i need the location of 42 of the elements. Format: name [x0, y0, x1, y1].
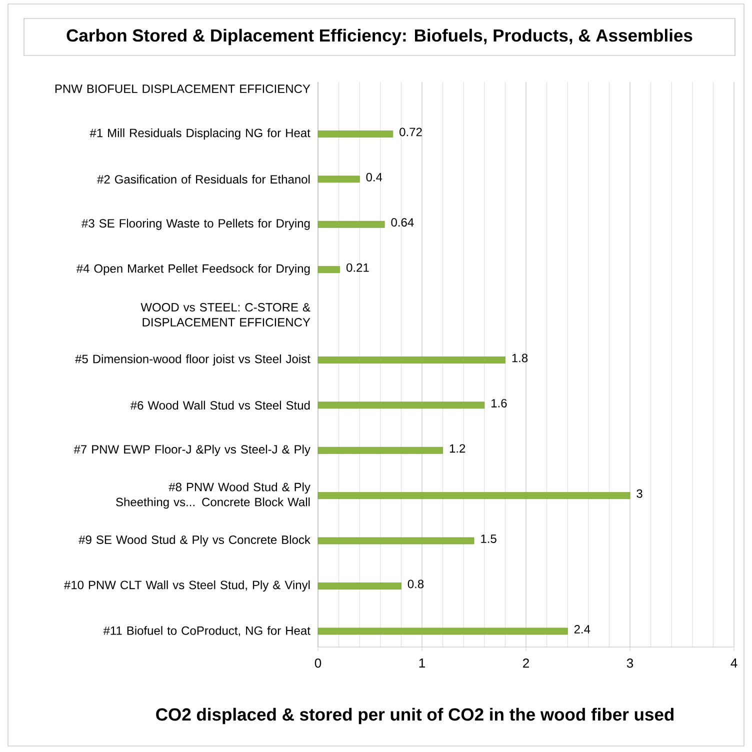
chart-title: Carbon Stored & Diplacement Efficiency: Biofuels, Products, & Assemblies [66, 28, 692, 46]
data-label: 3 [636, 489, 642, 498]
data-label: 1.5 [481, 534, 496, 543]
y-tick-label: #2 Gasification of Residuals for Ethanol [97, 174, 310, 184]
bar [318, 266, 340, 274]
y-tick-label: WOOD vs STEEL: C-STORE & DISPLACEMENT EFFICIENCY [140, 303, 310, 327]
y-tick-label: #9 SE Wood Stud & Ply vs Concrete Block [78, 535, 310, 546]
bar [318, 492, 630, 500]
data-label: 1.2 [450, 444, 466, 453]
y-tick-label: #6 Wood Wall Stud vs Steel Stud [130, 400, 310, 410]
bar [318, 537, 474, 544]
y-tick-label: #5 Dimension-wood floor joist vs Steel Joist [75, 354, 310, 366]
x-tick-label: 0 [314, 658, 322, 668]
y-tick-label: #3 SE Flooring Waste to Pellets for Drying [82, 218, 310, 230]
bar [318, 582, 402, 590]
data-label: 0.21 [346, 263, 369, 272]
bar [318, 220, 385, 228]
y-tick-label: #4 Open Market Pellet Feedsock for Drying [76, 264, 310, 276]
bar [318, 446, 443, 454]
data-label: 1.8 [512, 354, 528, 362]
y-tick-label: #8 PNW Wood Stud & Ply Sheething vs... Concrete Block Wall [116, 482, 310, 509]
x-tick-label: 3 [626, 658, 634, 668]
bar [318, 402, 485, 409]
data-label: 0.72 [400, 128, 422, 136]
y-tick-label: #7 PNW EWP Floor-J &Ply vs Steel-J & Ply [74, 444, 310, 456]
y-tick-label: #11 Biofuel to CoProduct, NG for Heat [103, 626, 310, 636]
data-label: 0.64 [391, 218, 414, 227]
bar [318, 628, 568, 635]
data-label: 2.4 [574, 625, 590, 634]
data-label: 1.6 [492, 398, 507, 408]
bar [318, 356, 506, 364]
x-tick-label: 4 [730, 658, 738, 668]
x-axis-title: CO2 displaced & stored per unit of CO2 in the wood fiber used [156, 708, 674, 724]
x-tick-label: 2 [523, 658, 529, 668]
y-tick-label: #10 PNW CLT Wall vs Steel Stud, Ply & Vinyl [64, 580, 310, 592]
y-tick-label: #1 Mill Residuals Displacing NG for Heat [90, 128, 310, 140]
data-label: 0.4 [366, 172, 382, 182]
x-tick-label: 1 [419, 658, 425, 668]
bar [318, 176, 360, 183]
y-tick-label: PNW BIOFUEL DISPLACEMENT EFFICIENCY [55, 84, 310, 94]
bar [318, 130, 394, 138]
data-label: 0.8 [408, 580, 424, 588]
